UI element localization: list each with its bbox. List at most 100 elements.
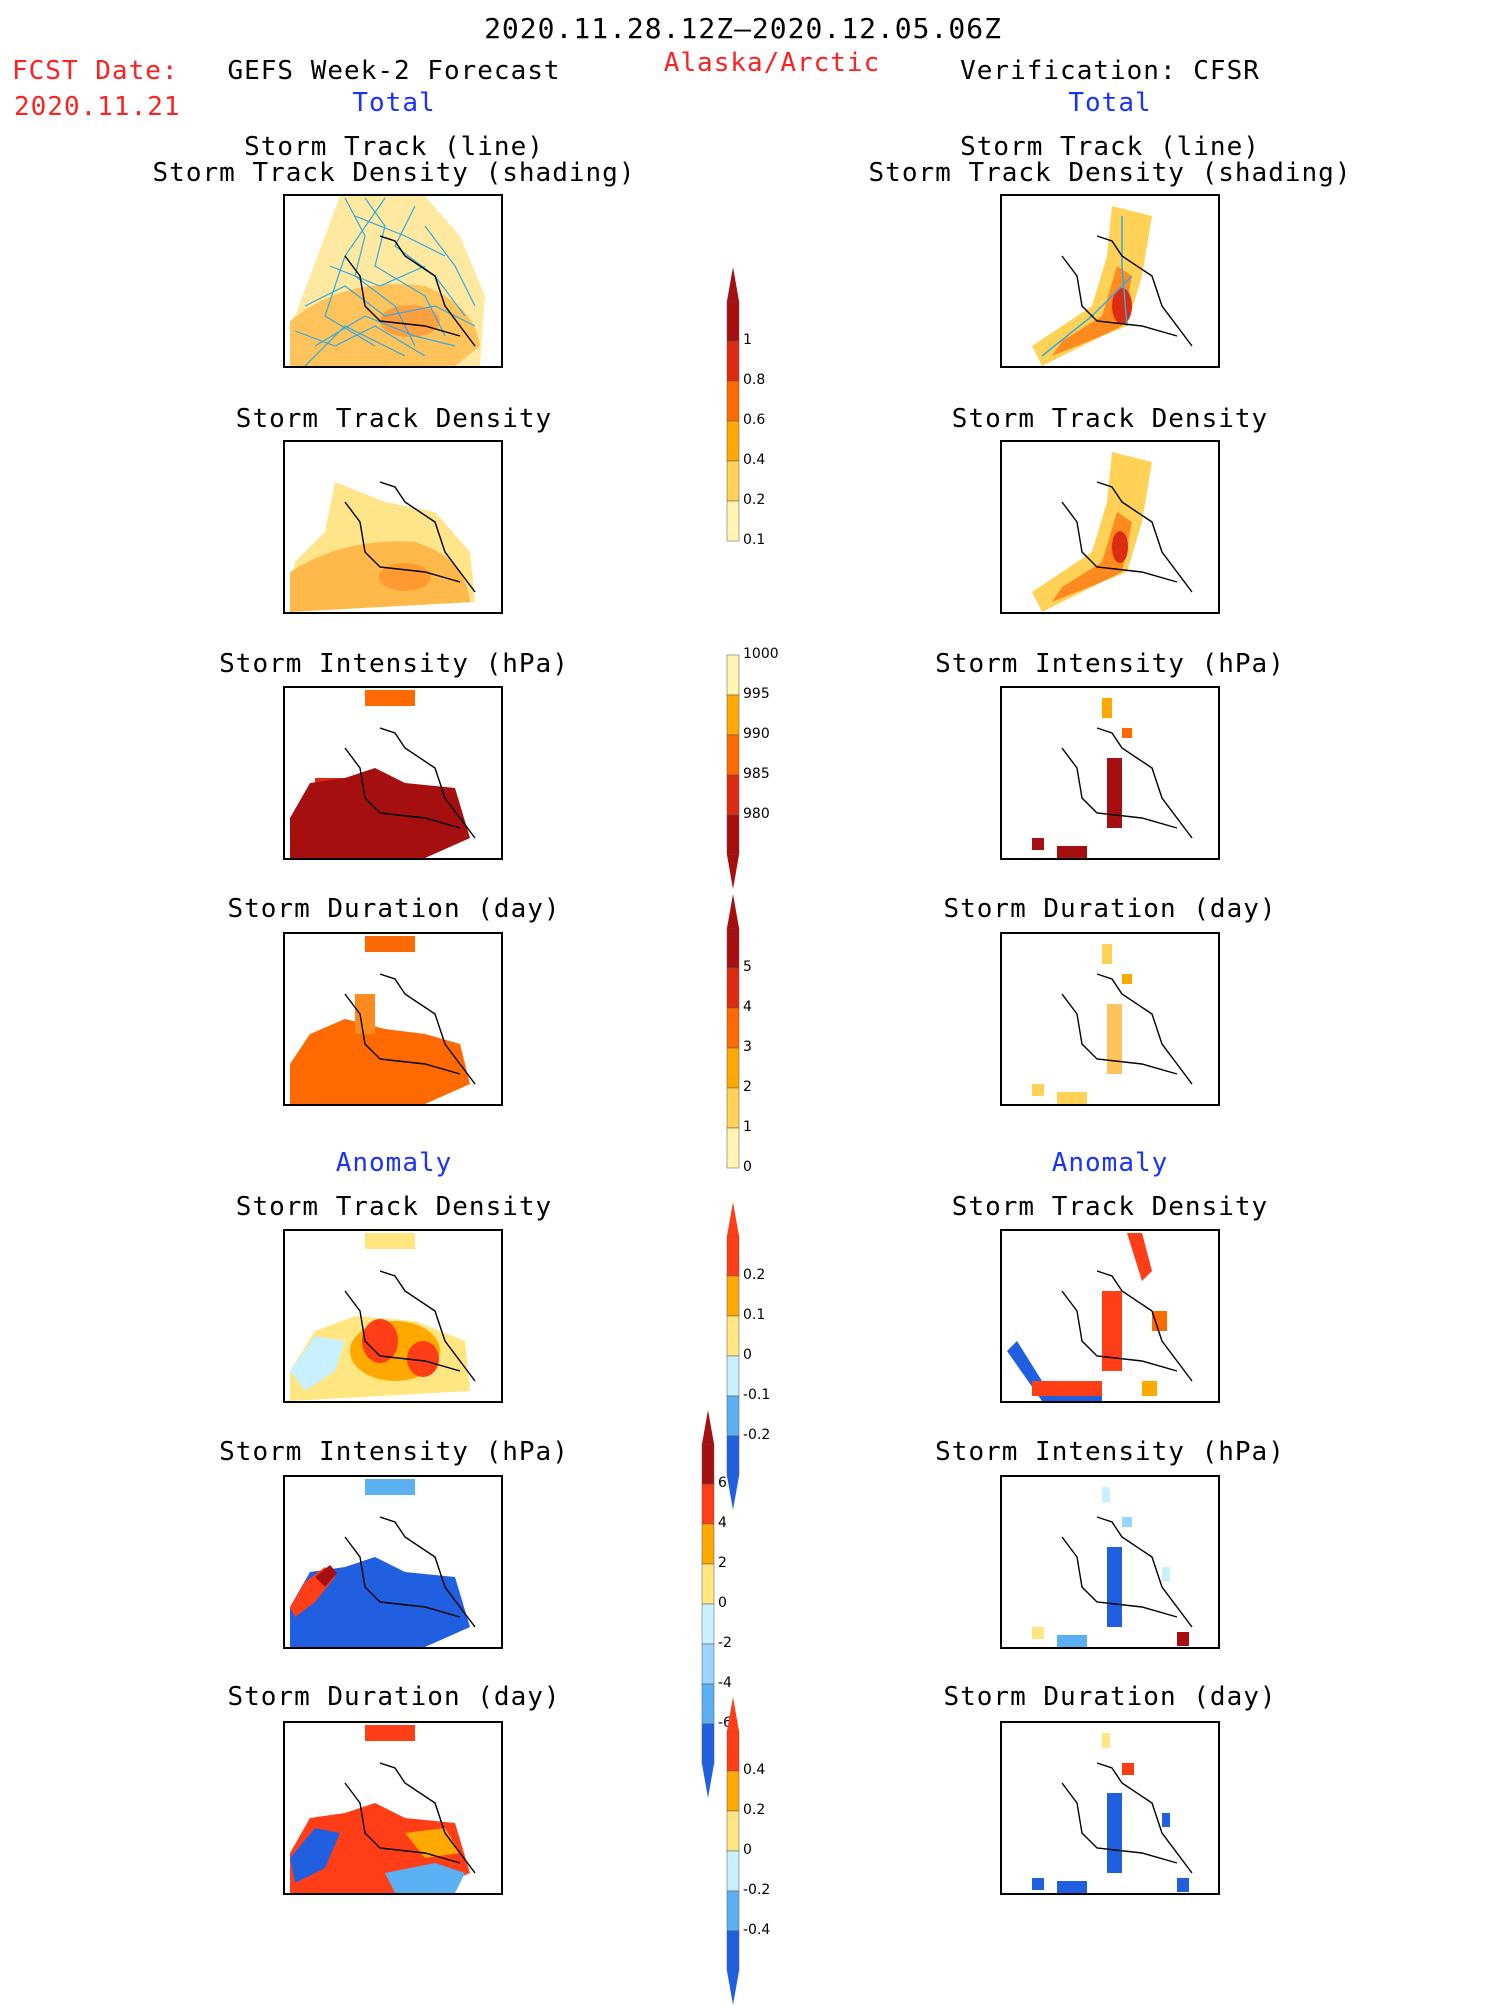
density-colorbar-swatch [726,420,740,462]
date-range-title: 2020.11.28.12Z–2020.12.05.06Z [484,12,1002,45]
duration-colorbar-label: 0 [743,1159,752,1175]
anom_density-colorbar-swatch [726,1235,740,1277]
duration-colorbar-label: 5 [743,959,752,975]
anom_intensity-colorbar-swatch [701,1483,715,1525]
intensity-colorbar-bottom-arrow [727,855,739,889]
right-panel1-title-line2: Storm Track Density (shading) [868,158,1352,188]
anom_intensity-colorbar-swatch [701,1723,715,1765]
density-colorbar-label: 0.8 [743,372,766,388]
anom_density-colorbar-bottom-arrow [727,1476,739,1510]
duration-colorbar-graphic [726,894,740,1169]
right-total-label: Total [1068,88,1152,118]
density-colorbar-graphic [726,267,740,542]
density-colorbar-top-arrow [727,267,739,301]
anom_duration-colorbar-label: -0.4 [743,1922,771,1938]
intensity-colorbar-swatch [726,774,740,816]
duration-colorbar-top-arrow [727,894,739,928]
anom_intensity-colorbar-swatch [701,1603,715,1645]
left-panel6-title: Storm Intensity (hPa) [219,1437,569,1467]
region-title: Alaska/Arctic [663,48,881,78]
intensity-colorbar-label: 1000 [743,646,779,662]
anom_intensity-colorbar-top-arrow [702,1410,714,1444]
intensity-colorbar-swatch [726,814,740,856]
anom_intensity-colorbar-swatch [701,1563,715,1605]
intensity-colorbar-swatch [726,734,740,776]
anom_duration-colorbar-swatch [726,1730,740,1772]
anom_density-colorbar-label: 0.1 [743,1307,766,1323]
density-colorbar-label: 0.6 [743,412,766,428]
left-panel4-title: Storm Duration (day) [227,894,561,924]
anom_intensity-colorbar-label: 4 [718,1515,727,1531]
intensity-colorbar-graphic [726,654,740,889]
right-panel4-title: Storm Duration (day) [943,894,1277,924]
duration-colorbar-swatch [726,1087,740,1129]
duration-colorbar-label: 4 [743,999,752,1015]
cfsr-density-map [1000,440,1220,614]
density-colorbar-label: 1 [743,332,752,348]
right-panel7-title: Storm Duration (day) [943,1682,1277,1712]
anom_intensity-colorbar-swatch [701,1643,715,1685]
intensity-colorbar-swatch [726,694,740,736]
anom_duration-colorbar-top-arrow [727,1697,739,1731]
left-anomaly-label: Anomaly [335,1148,453,1178]
right-panel1-title-line1: Storm Track (line) [960,132,1260,162]
density-colorbar-swatch [726,340,740,382]
anom_intensity-colorbar-label: -4 [718,1675,732,1691]
anom_density-colorbar-graphic [726,1202,740,1510]
fcst-date-value: 2020.11.21 [14,92,181,122]
right-panel3-title: Storm Intensity (hPa) [935,649,1285,679]
left-panel3-title: Storm Intensity (hPa) [219,649,569,679]
density-colorbar-swatch [726,460,740,502]
cfsr-intensity-map [1000,686,1220,860]
anom_duration-colorbar-swatch [726,1850,740,1892]
left-panel7-title: Storm Duration (day) [227,1682,561,1712]
right-panel5-title: Storm Track Density [951,1192,1269,1222]
intensity-colorbar-swatch [726,654,740,696]
cfsr-duration-anomaly-map [1000,1721,1220,1895]
left-panel1-title-line1: Storm Track (line) [244,132,544,162]
intensity-colorbar-label: 990 [743,726,770,742]
anom_density-colorbar-swatch [726,1275,740,1317]
anom_duration-colorbar-label: -0.2 [743,1882,771,1898]
left-column-title: GEFS Week-2 Forecast [227,56,561,86]
anom_density-colorbar-top-arrow [727,1202,739,1236]
gefs-density-anomaly-map [283,1229,503,1403]
gefs-intensity-map [283,686,503,860]
anom_intensity-colorbar-bottom-arrow [702,1764,714,1798]
density-colorbar-label: 0.2 [743,492,766,508]
duration-colorbar-swatch [726,967,740,1009]
anom_density-colorbar-label: 0.2 [743,1267,766,1283]
anom_intensity-colorbar-label: 0 [718,1595,727,1611]
anom_duration-colorbar-label: 0.2 [743,1802,766,1818]
anom_duration-colorbar-label: 0 [743,1842,752,1858]
intensity-colorbar-label: 980 [743,806,770,822]
anom_intensity-colorbar-label: -2 [718,1635,732,1651]
gefs-duration-map [283,932,503,1106]
anom_duration-colorbar-label: 0.4 [743,1762,766,1778]
density-colorbar-swatch [726,380,740,422]
anom_density-colorbar-label: 0 [743,1347,752,1363]
anom_duration-colorbar-swatch [726,1890,740,1932]
duration-colorbar-swatch [726,1127,740,1169]
left-panel5-title: Storm Track Density [235,1192,553,1222]
duration-colorbar-swatch [726,1047,740,1089]
anom_duration-colorbar-swatch [726,1810,740,1852]
anom_intensity-colorbar-swatch [701,1683,715,1725]
anom_density-colorbar-swatch [726,1355,740,1397]
anom_intensity-colorbar-graphic [701,1410,715,1798]
left-total-label: Total [352,88,436,118]
anom_density-colorbar-swatch [726,1315,740,1357]
cfsr-density-anomaly-map [1000,1229,1220,1403]
anom_duration-colorbar-swatch [726,1770,740,1812]
anom_density-colorbar-label: -0.1 [743,1387,771,1403]
gefs-duration-anomaly-map [283,1721,503,1895]
left-panel1-title-line2: Storm Track Density (shading) [152,158,636,188]
anom_intensity-colorbar-swatch [701,1443,715,1485]
left-panel2-title: Storm Track Density [235,404,553,434]
duration-colorbar-label: 3 [743,1039,752,1055]
anom_density-colorbar-label: -0.2 [743,1427,771,1443]
right-column-title: Verification: CFSR [960,56,1260,86]
cfsr-track-map [1000,194,1220,368]
intensity-colorbar-label: 995 [743,686,770,702]
density-colorbar-label: 0.4 [743,452,766,468]
